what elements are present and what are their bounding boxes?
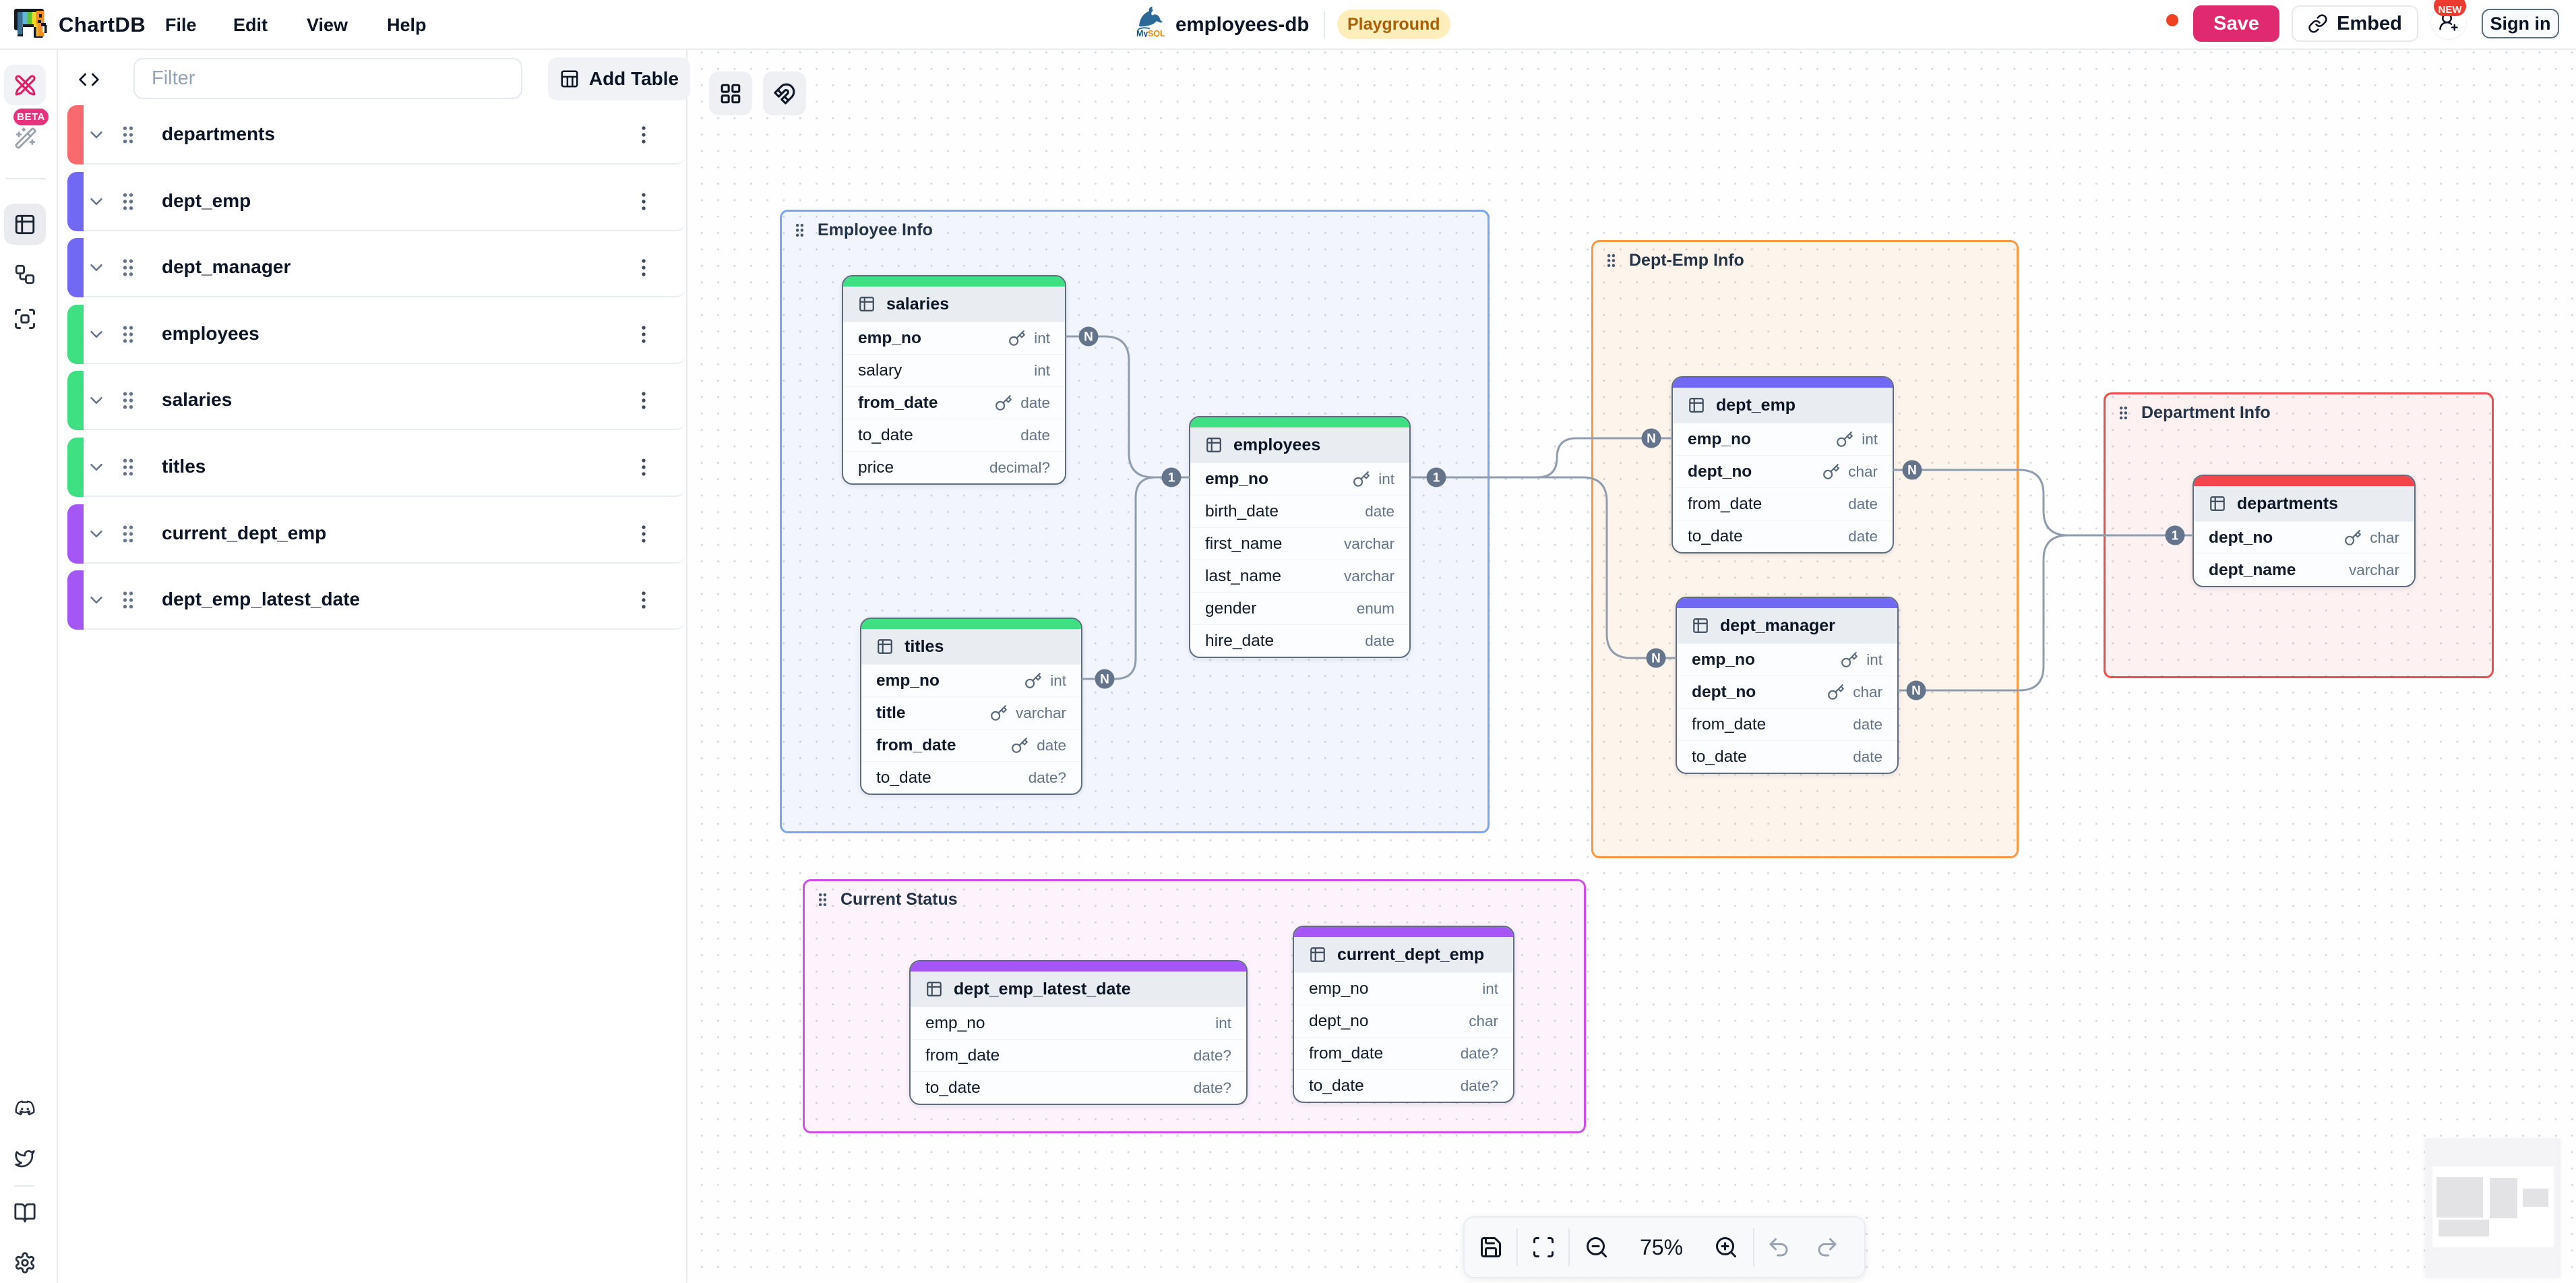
svg-text:SQL: SQL <box>1148 29 1165 37</box>
svg-text:My: My <box>1136 29 1148 37</box>
